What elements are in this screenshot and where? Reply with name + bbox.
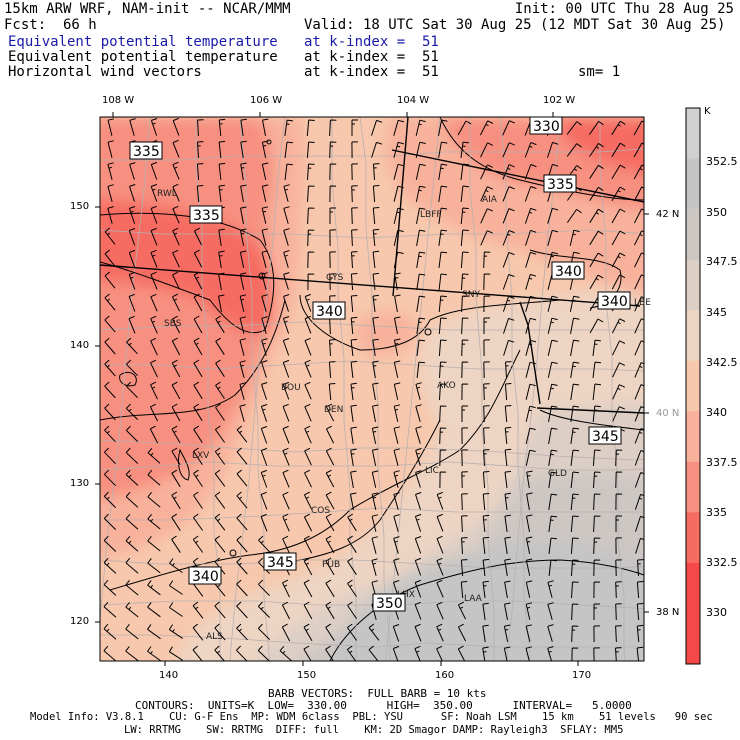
init-time: Init: 00 UTC Thu 28 Aug 25 <box>514 1 734 17</box>
state-boundaries <box>100 117 644 414</box>
lon-label-102w: 102 W <box>543 95 576 106</box>
valid-time: Valid: 18 UTC Sat 30 Aug 25 (12 MDT Sat … <box>304 17 726 33</box>
station-pub: PUB <box>322 560 340 570</box>
model-info-line-2: LW: RRTMG SW: RRTMG DIFF: full KM: 2D Sm… <box>124 724 624 736</box>
contour-label-330-ne: 330 <box>533 119 560 135</box>
colorbar-label-352-5: 352.5 <box>706 155 738 168</box>
fill-337-center <box>354 311 420 357</box>
field-name-1: Equivalent potential temperature <box>8 34 278 50</box>
colorbar-label-350: 350 <box>706 206 727 219</box>
colorbar-segment <box>686 158 700 210</box>
contour-label-335-nw: 335 <box>133 144 160 160</box>
grid-x-label-170: 170 <box>572 670 592 681</box>
field-name-3: Horizontal wind vectors <box>8 64 202 80</box>
model-title: 15km ARW WRF, NAM-init -- NCAR/MMM <box>4 1 291 17</box>
colorbar-segment <box>686 411 700 463</box>
colorbar-segment <box>686 360 700 412</box>
colorbar-label-330: 330 <box>706 606 727 619</box>
station-lic: LIC <box>425 466 439 476</box>
contour-label-345-south: 345 <box>267 555 294 571</box>
colorbar-label-347-5: 347.5 <box>706 255 738 268</box>
colorbar-label-332-5: 332.5 <box>706 556 738 569</box>
grid-y-label-140: 140 <box>70 340 90 351</box>
colorbar <box>685 107 701 665</box>
contour-label-335-ne: 335 <box>547 177 574 193</box>
grid-y-label-130: 130 <box>70 478 90 489</box>
station-rwl: RWL <box>157 189 177 199</box>
fill-350 <box>330 540 644 661</box>
station-cys: CYS <box>326 273 344 283</box>
lat-label-40n: 40 N <box>656 408 680 419</box>
station-aia: AIA <box>482 195 498 205</box>
lon-label-106w: 106 W <box>250 95 283 106</box>
colorbar-segment <box>686 613 700 665</box>
contour-label-335-west: 335 <box>193 208 220 224</box>
colorbar-segment <box>686 209 700 261</box>
colorbar-segment <box>686 461 700 513</box>
colorbar-segment <box>686 310 700 362</box>
forecast-hour: 66 h <box>63 17 97 33</box>
station-sny: SNY <box>462 290 480 300</box>
smoothing-label: sm= 1 <box>578 64 621 80</box>
frame-ticks <box>95 112 649 666</box>
colorbar-tick-labels: 352.5 350 347.5 345 342.5 340 337.5 335 … <box>706 155 738 619</box>
grid-x-label-150: 150 <box>297 670 317 681</box>
grid-x-label-140: 140 <box>159 670 179 681</box>
map-frame <box>99 116 645 662</box>
station-lxv: LXV <box>192 451 210 461</box>
colorbar-label-337-5: 337.5 <box>706 456 738 469</box>
colorbar-frame <box>685 107 701 665</box>
fill-332-west <box>100 200 274 333</box>
grid-y-label-120: 120 <box>70 616 90 627</box>
station-laa: LAA <box>464 594 483 604</box>
colorbar-label-335: 335 <box>706 506 727 519</box>
field-name-2: Equivalent potential temperature <box>8 49 278 65</box>
contour-value-labels: 335 330 335 335 340 340 340 345 345 340 … <box>129 116 631 612</box>
lon-label-108w: 108 W <box>102 95 135 106</box>
model-info-line-1: Model Info: V3.8.1 CU: G-F Ens MP: WDM 6… <box>30 711 713 723</box>
field-level-1: at k-index = 51 <box>304 34 439 50</box>
forecast-label: Fcst: <box>4 17 47 33</box>
station-gld: GLD <box>548 469 567 479</box>
station-ako: AKO <box>437 381 456 391</box>
grid-x-label-160: 160 <box>435 670 455 681</box>
colorbar-segment <box>686 108 700 160</box>
contour-label-340-sw: 340 <box>192 569 219 585</box>
lat-label-42n: 42 N <box>656 209 680 220</box>
station-markers <box>229 139 432 557</box>
station-lhx: LHX <box>397 590 415 600</box>
station-sbs: SBS <box>164 319 182 329</box>
barb-info: BARB VECTORS: FULL BARB = 10 kts <box>268 687 487 700</box>
field-level-2: at k-index = 51 <box>304 49 439 65</box>
station-als: ALS <box>206 632 223 642</box>
station-den: DEN <box>324 405 343 415</box>
colorbar-label-340: 340 <box>706 406 727 419</box>
grid-y-label-150: 150 <box>70 201 90 212</box>
station-cos: COS <box>311 506 330 516</box>
field-level-3: at k-index = 51 <box>304 64 439 80</box>
contour-label-345-east: 345 <box>592 429 619 445</box>
colorbar-segment <box>686 512 700 564</box>
contour-label-340-east: 340 <box>601 294 628 310</box>
lat-label-38n: 38 N <box>656 607 680 618</box>
contour-label-340-ne: 340 <box>555 264 582 280</box>
colorbar-unit: K <box>704 106 711 117</box>
station-lbe: LBE <box>634 298 651 308</box>
colorbar-segment <box>686 562 700 614</box>
colorbar-label-342-5: 342.5 <box>706 356 738 369</box>
contour-label-350-south: 350 <box>376 596 403 612</box>
contour-label-340-center: 340 <box>316 304 343 320</box>
contour-info: CONTOURS: UNITS=K LOW= 330.00 HIGH= 350.… <box>135 699 632 712</box>
station-bou: BOU <box>281 383 301 393</box>
wind-barbs <box>103 117 644 661</box>
colorbar-segment <box>686 259 700 311</box>
colorbar-label-345: 345 <box>706 306 727 319</box>
station-lbff: LBFF <box>420 210 442 220</box>
lon-label-104w: 104 W <box>397 95 430 106</box>
